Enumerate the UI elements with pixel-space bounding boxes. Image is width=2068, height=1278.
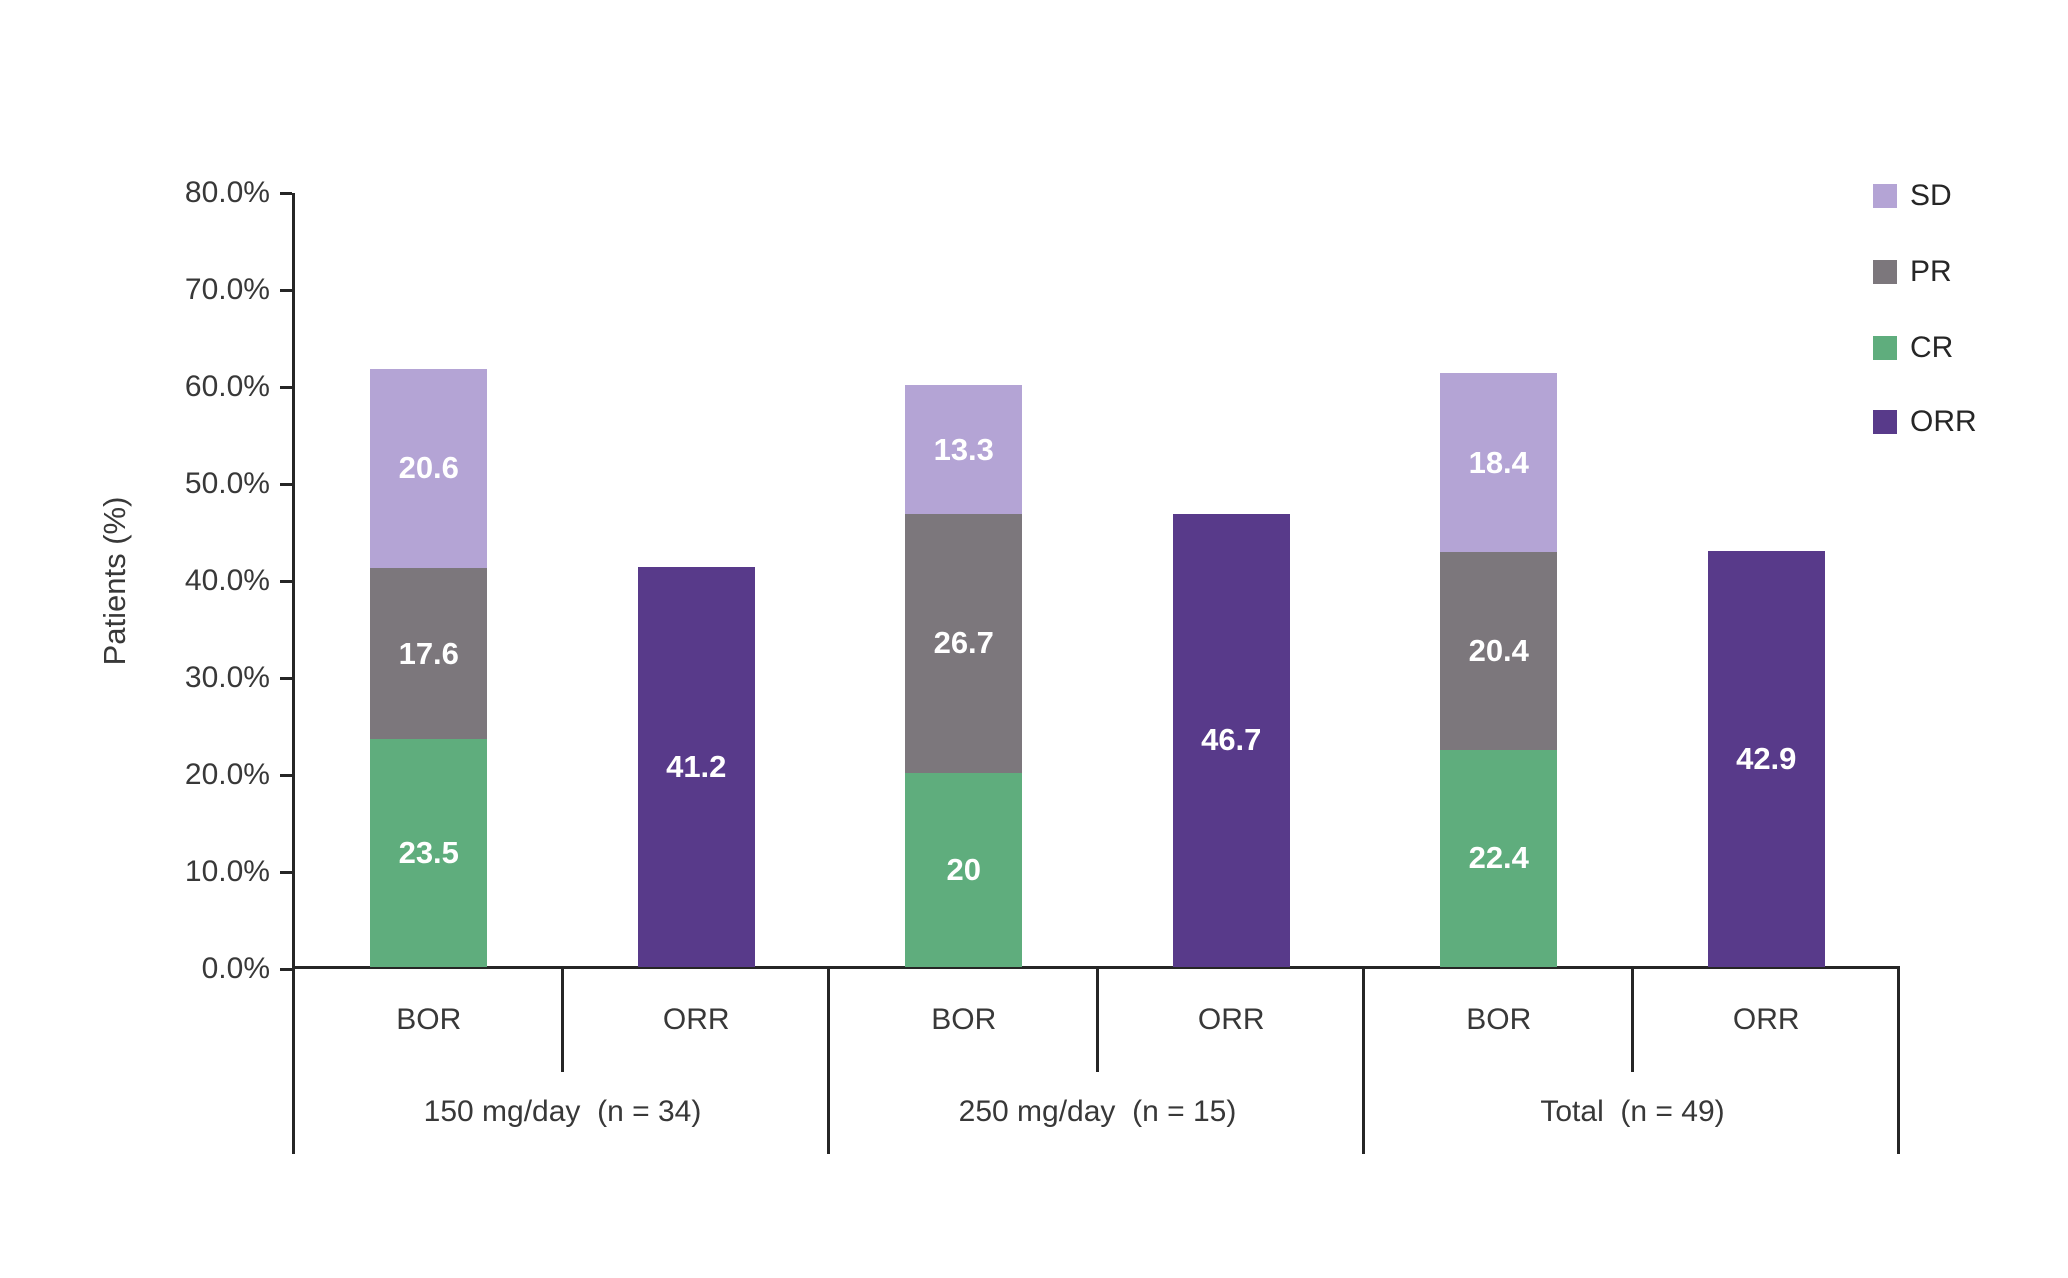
bar-segment-sd: 18.4 [1440,373,1558,552]
x-axis-line [292,966,1900,969]
bar-bor-group2: 13.3 26.7 20 [905,385,1023,967]
bar-segment-value: 20.4 [1468,632,1529,668]
group-label: 150 mg/day (n = 34) [423,1095,702,1128]
legend-swatch-cr [1873,336,1897,360]
bar-segment-pr: 20.4 [1440,551,1558,750]
bar-segment-cr: 22.4 [1440,749,1558,967]
y-axis-tick-label: 20.0% [184,758,270,791]
y-axis-tick-label: 80.0% [184,176,270,209]
category-group-divider [827,969,830,1154]
group-label: Total (n = 49) [1540,1095,1725,1128]
category-cell-divider [561,969,564,1072]
y-axis-tick [280,386,292,389]
y-axis-tick-label: 0.0% [201,952,270,985]
bar-bor-group1: 20.6 17.6 23.5 [370,368,488,967]
bar-segment-cr: 23.5 [370,739,488,967]
bar-segment-cr: 20 [905,772,1023,967]
y-axis-tick [280,192,292,195]
chart-legend: SD PR CR ORR [0,70,2068,1278]
x-category-label-bor: BOR [1466,1003,1532,1036]
legend-swatch-orr [1873,410,1897,434]
legend-label: PR [1910,255,1952,288]
x-category-label-bor: BOR [396,1003,462,1036]
stacked-bar-chart: Patients (%) 0.0% 10.0% 20.0% 30.0% 40.0% 50.… [0,70,2068,1278]
x-category-label-bor: BOR [931,1003,997,1036]
y-axis-tick-label: 30.0% [184,661,270,694]
bar-segment-value: 20 [946,851,981,887]
bar-segment-value: 13.3 [933,431,994,467]
legend-item-cr: CR [1873,330,1953,366]
category-cell-divider [1096,969,1099,1072]
y-axis-tick [280,580,292,583]
x-category-label-orr: ORR [1197,1003,1265,1036]
category-cell-divider [1631,969,1634,1072]
y-axis-tick [280,871,292,874]
y-axis-tick-label: 50.0% [184,467,270,500]
category-group-divider [1897,969,1900,1154]
y-axis-tick [280,289,292,292]
group-label: 250 mg/day (n = 15) [958,1095,1237,1128]
y-axis-tick-label: 60.0% [184,370,270,403]
y-axis-tick [280,677,292,680]
bar-orr-group3: 42.9 [1707,550,1825,967]
bar-segment-orr: 41.2 [637,567,755,967]
top-black-bar [0,0,2068,70]
y-axis-line [292,193,295,969]
legend-label: ORR [1910,405,1977,438]
y-axis-tick-label: 40.0% [184,564,270,597]
bar-segment-orr: 42.9 [1707,550,1825,967]
bar-segment-pr: 26.7 [905,514,1023,773]
category-group-divider [1362,969,1365,1154]
legend-swatch-pr [1873,260,1897,284]
bar-segment-value: 41.2 [666,749,727,785]
bar-segment-value: 22.4 [1468,840,1529,876]
bar-segment-sd: 13.3 [905,385,1023,514]
bar-segment-value: 23.5 [398,835,459,870]
bar-segment-value: 20.6 [398,450,459,486]
y-axis-tick [280,774,292,777]
y-axis-tick-label: 70.0% [184,273,270,306]
legend-label: SD [1910,179,1952,212]
y-axis-tick [280,968,292,971]
bar-segment-value: 17.6 [398,635,459,671]
bar-segment-value: 42.9 [1736,740,1797,776]
legend-swatch-sd [1873,184,1897,208]
bar-segment-value: 46.7 [1201,722,1262,758]
bar-bor-group3: 18.4 20.4 22.4 [1440,373,1558,967]
legend-item-pr: PR [1873,254,1952,290]
bar-orr-group1: 41.2 [637,567,755,967]
bar-segment-pr: 17.6 [370,568,488,740]
legend-item-orr: ORR [1873,404,1977,440]
legend-item-sd: SD [1873,178,1952,214]
y-axis-tick-label: 10.0% [184,855,270,888]
bar-segment-value: 26.7 [933,625,994,661]
category-group-divider [292,969,295,1154]
plot-area: 0.0% 10.0% 20.0% 30.0% 40.0% 50.0% 60.0% 70.0% 8… [0,70,2068,1278]
x-category-label-orr: ORR [662,1003,730,1036]
legend-label: CR [1910,331,1954,364]
bar-segment-sd: 20.6 [370,368,488,569]
bar-segment-orr: 46.7 [1172,514,1290,967]
bar-segment-value: 18.4 [1468,444,1529,480]
y-axis-tick [280,483,292,486]
bar-orr-group2: 46.7 [1172,514,1290,967]
x-category-label-orr: ORR [1732,1003,1800,1036]
